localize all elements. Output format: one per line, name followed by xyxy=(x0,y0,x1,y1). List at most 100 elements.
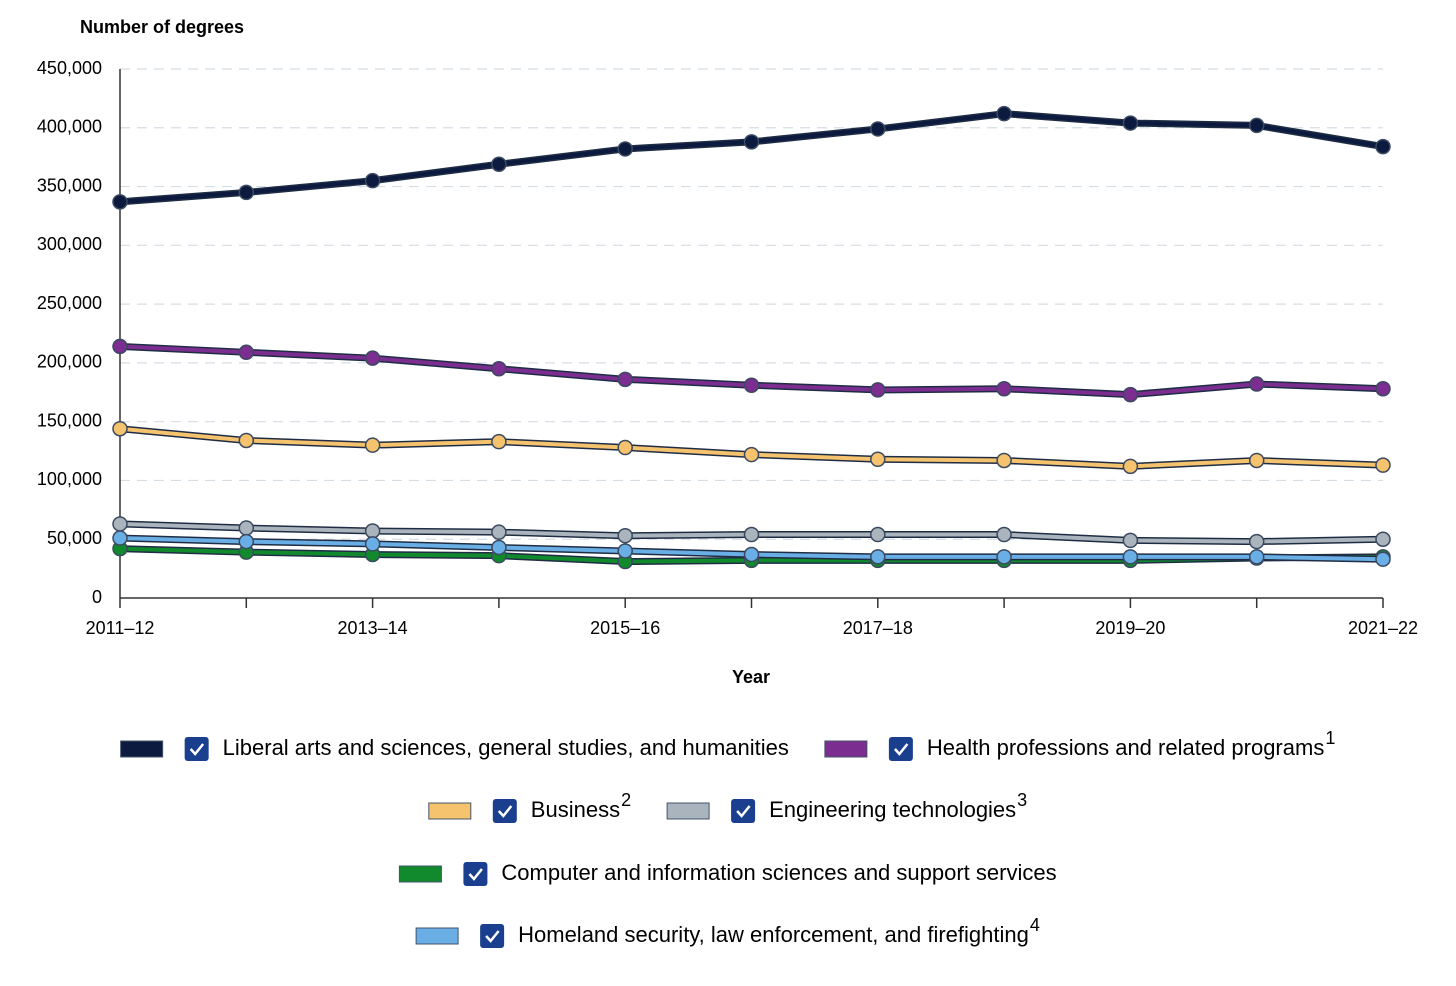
x-tick-label: 2015–16 xyxy=(590,618,660,638)
data-point xyxy=(996,105,1012,122)
data-point xyxy=(1375,457,1391,473)
data-point xyxy=(617,527,633,544)
data-point xyxy=(364,172,381,189)
data-point xyxy=(617,543,633,559)
data-point xyxy=(1122,532,1139,549)
legend-row: Liberal arts and sciences, general studi… xyxy=(120,728,1335,761)
data-point xyxy=(238,432,255,449)
data-point xyxy=(238,520,255,536)
data-point xyxy=(1248,452,1265,469)
data-point xyxy=(870,121,886,137)
legend-swatch xyxy=(398,865,442,883)
legend-swatch xyxy=(428,802,472,820)
data-point xyxy=(617,141,633,157)
y-tick-label: 350,000 xyxy=(37,175,102,195)
legend-swatch xyxy=(824,740,868,758)
checkbox-check xyxy=(893,743,909,756)
data-point xyxy=(743,134,760,150)
legend-footnote: 1 xyxy=(1325,728,1335,748)
checkbox-box xyxy=(492,799,517,823)
legend-checkbox[interactable] xyxy=(463,862,488,886)
data-point xyxy=(743,446,760,463)
data-point xyxy=(870,526,886,543)
legend-checkbox[interactable] xyxy=(480,924,505,948)
legend-label: Liberal arts and sciences, general studi… xyxy=(223,735,789,760)
data-point xyxy=(1375,381,1391,397)
legend-item: Liberal arts and sciences, general studi… xyxy=(120,735,789,761)
legend-item: Engineering technologies 3 xyxy=(666,790,1027,823)
legend-checkbox[interactable] xyxy=(888,737,913,761)
checkbox-check xyxy=(189,743,205,756)
legend-checkbox[interactable] xyxy=(731,799,756,823)
data-point xyxy=(364,350,381,366)
data-point xyxy=(364,536,381,552)
data-point xyxy=(491,539,507,556)
data-point xyxy=(996,549,1012,565)
data-point xyxy=(238,344,255,361)
data-point xyxy=(1122,115,1139,131)
legend-footnote: 3 xyxy=(1017,790,1027,810)
legend-row: Computer and information sciences and su… xyxy=(398,860,1057,886)
checkbox-box xyxy=(888,737,913,761)
data-point xyxy=(743,377,760,393)
data-point xyxy=(491,433,507,450)
y-tick-label: 100,000 xyxy=(37,469,102,489)
data-point xyxy=(112,194,128,210)
checkbox-box xyxy=(480,924,505,948)
legend-footnote: 2 xyxy=(621,790,631,810)
data-point xyxy=(617,371,633,388)
data-point xyxy=(238,533,255,550)
legend-label: Business xyxy=(531,797,620,822)
data-point xyxy=(112,516,128,532)
legend-item: Business 2 xyxy=(428,790,631,823)
x-tick-label: 2011–12 xyxy=(86,618,155,638)
data-point xyxy=(743,526,760,543)
data-point xyxy=(1375,551,1391,567)
legend-item: Computer and information sciences and su… xyxy=(398,860,1057,886)
data-point xyxy=(1122,458,1139,475)
x-tick-label: 2019–20 xyxy=(1095,618,1165,638)
y-tick-label: 200,000 xyxy=(37,352,102,372)
y-tick-label: 400,000 xyxy=(37,117,102,137)
data-point xyxy=(491,156,507,172)
x-tick-label: 2021–22 xyxy=(1348,618,1418,638)
data-point xyxy=(364,523,381,539)
checkbox-check xyxy=(736,805,751,818)
legend-swatch xyxy=(666,802,710,820)
series-outline xyxy=(119,110,1384,206)
x-axis-title: Year xyxy=(732,667,770,687)
legend-swatch xyxy=(120,740,164,758)
y-tick-label: 250,000 xyxy=(37,293,102,313)
checkbox-check xyxy=(497,805,513,818)
data-point xyxy=(491,361,507,377)
data-point xyxy=(870,549,886,565)
data-point xyxy=(996,381,1012,397)
legend-row: Homeland security, law enforcement, and … xyxy=(415,915,1040,948)
y-tick-label: 450,000 xyxy=(37,58,102,78)
legend-checkbox[interactable] xyxy=(184,737,209,761)
data-point xyxy=(491,524,507,540)
legend-item: Health professions and related programs 1 xyxy=(824,728,1335,761)
checkbox-check xyxy=(468,868,483,881)
data-point xyxy=(1248,533,1265,550)
y-tick-label: 0 xyxy=(92,587,102,607)
legend-checkbox[interactable] xyxy=(492,799,517,823)
legend-footnote: 4 xyxy=(1030,915,1040,935)
data-point xyxy=(238,184,255,201)
x-tick-label: 2017–18 xyxy=(843,618,913,638)
legend-swatch xyxy=(415,927,459,945)
y-axis-title: Number of degrees xyxy=(80,17,244,37)
data-point xyxy=(1248,376,1265,392)
legend-row: Business 2 Engineering technologies 3 xyxy=(428,790,1027,823)
legend-label: Computer and information sciences and su… xyxy=(501,860,1056,885)
legend-label: Health professions and related programs xyxy=(927,735,1324,760)
legend-item: Homeland security, law enforcement, and … xyxy=(415,915,1040,948)
data-point xyxy=(112,420,128,437)
checkbox-check xyxy=(485,930,500,943)
legend-label: Homeland security, law enforcement, and … xyxy=(518,922,1029,947)
checkbox-box xyxy=(731,799,756,823)
data-point xyxy=(1248,117,1265,134)
data-point xyxy=(996,452,1012,469)
y-tick-label: 50,000 xyxy=(47,528,102,548)
